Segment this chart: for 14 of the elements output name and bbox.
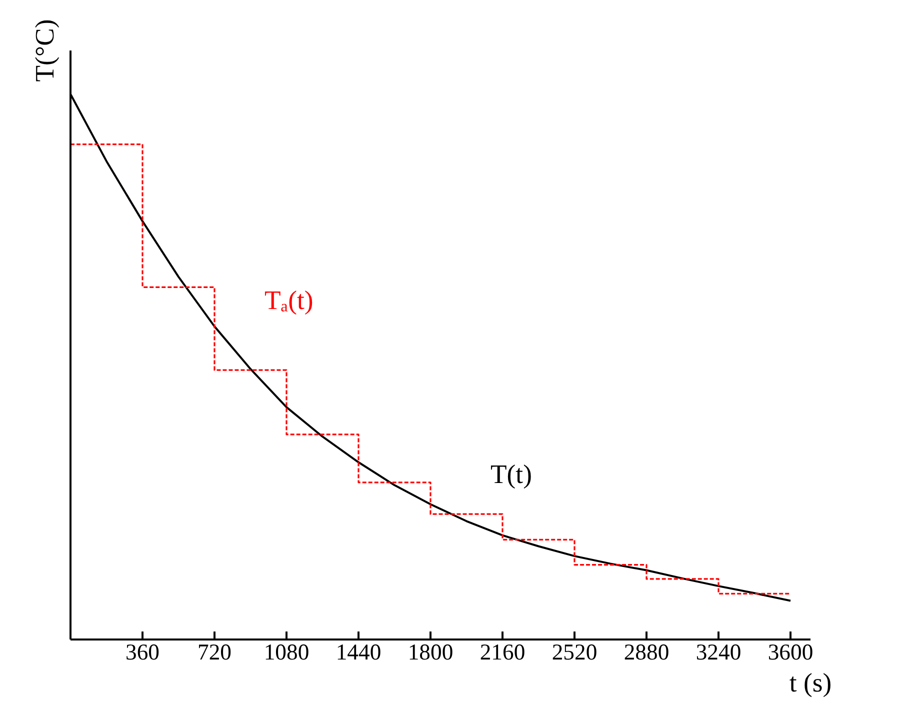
- x-tick-label: 2160: [480, 640, 526, 664]
- series-label: Tₐ(t): [264, 285, 314, 316]
- x-tick-label: 1800: [408, 640, 454, 664]
- x-tick-label: 3600: [768, 640, 814, 664]
- y-axis-title: T(°C): [30, 19, 60, 82]
- x-tick-label: 1080: [264, 640, 310, 664]
- x-tick-label: 720: [198, 640, 232, 664]
- x-axis-title: t (s): [789, 668, 832, 698]
- x-tick-label: 1440: [336, 640, 382, 664]
- x-tick-label: 2880: [624, 640, 670, 664]
- x-tick-label: 2520: [552, 640, 598, 664]
- series-label: T(t): [490, 459, 532, 490]
- x-tick-label: 360: [126, 640, 160, 664]
- x-tick-label: 3240: [696, 640, 742, 664]
